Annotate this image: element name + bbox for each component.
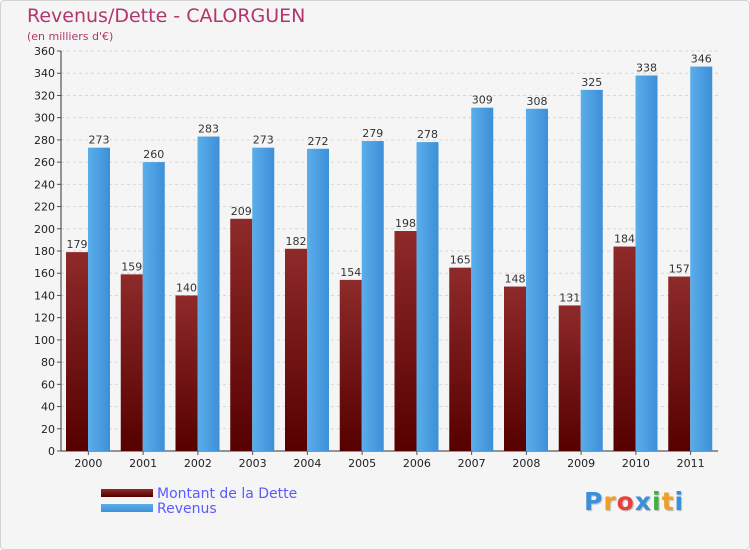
bar-revenus [307, 148, 329, 451]
chart-subtitle: (en milliers d'€) [27, 30, 114, 43]
value-label-dette: 198 [395, 217, 416, 230]
y-tick-label: 300 [34, 112, 55, 125]
y-tick-label: 140 [34, 289, 55, 302]
bar-dette [230, 218, 253, 451]
value-label-revenus: 346 [691, 53, 712, 66]
y-tick-label: 40 [41, 401, 55, 414]
value-label-dette: 159 [121, 260, 142, 273]
value-label-revenus: 338 [636, 61, 657, 74]
x-tick-label: 2003 [239, 457, 267, 470]
logo-letter: i [652, 487, 662, 516]
value-label-revenus: 279 [362, 127, 383, 140]
bar-dette [613, 246, 636, 451]
bar-dette [175, 295, 198, 451]
bar-revenus [580, 89, 603, 451]
legend-label-dette: Montant de la Dette [157, 486, 298, 502]
y-tick-label: 0 [48, 445, 55, 458]
value-label-dette: 157 [669, 263, 690, 276]
y-tick-label: 220 [34, 201, 55, 214]
value-label-revenus: 278 [417, 128, 438, 141]
value-label-dette: 179 [67, 238, 88, 251]
x-tick-label: 2000 [74, 457, 102, 470]
value-label-revenus: 260 [143, 148, 164, 161]
bar-dette [394, 231, 417, 451]
legend-swatch-revenus [101, 504, 153, 512]
bar-revenus [471, 107, 494, 452]
y-tick-label: 80 [41, 356, 55, 369]
y-tick-label: 180 [34, 245, 55, 258]
legend-swatch-dette [101, 489, 153, 497]
bar-revenus [635, 75, 658, 451]
value-label-dette: 148 [505, 273, 526, 286]
bar-revenus [88, 147, 110, 451]
value-label-revenus: 325 [581, 76, 602, 89]
value-label-dette: 131 [559, 291, 580, 304]
y-tick-label: 320 [34, 89, 55, 102]
value-label-revenus: 309 [472, 94, 493, 107]
bar-revenus [416, 142, 439, 451]
value-label-dette: 154 [340, 266, 361, 279]
bar-dette [504, 286, 526, 451]
value-label-revenus: 273 [89, 134, 110, 147]
proxiti-logo: Proxiti [584, 487, 684, 516]
bar-dette [558, 305, 581, 451]
x-tick-label: 2009 [567, 457, 595, 470]
chart-title: Revenus/Dette - CALORGUEN [27, 5, 306, 27]
value-label-revenus: 283 [198, 123, 219, 136]
y-tick-label: 100 [34, 334, 55, 347]
y-tick-label: 60 [41, 378, 55, 391]
y-tick-label: 340 [34, 67, 55, 80]
value-label-dette: 182 [286, 235, 307, 248]
x-tick-label: 2007 [458, 457, 486, 470]
x-tick-label: 2001 [129, 457, 157, 470]
y-tick-label: 280 [34, 134, 55, 147]
value-label-revenus: 272 [308, 135, 329, 148]
y-tick-label: 160 [34, 267, 55, 280]
value-label-revenus: 308 [527, 95, 548, 108]
bar-dette [66, 252, 88, 451]
bar-dette [339, 279, 362, 451]
logo-letter: i [674, 487, 685, 516]
legend-label-revenus: Revenus [157, 501, 217, 517]
bar-revenus [252, 147, 275, 451]
value-label-dette: 184 [614, 233, 635, 246]
value-label-revenus: 273 [253, 134, 274, 147]
value-label-dette: 209 [231, 205, 252, 218]
y-tick-label: 120 [34, 312, 55, 325]
x-tick-label: 2011 [677, 457, 705, 470]
bar-dette [120, 274, 143, 451]
value-label-dette: 140 [176, 281, 197, 294]
y-tick-label: 260 [34, 156, 55, 169]
x-tick-label: 2004 [293, 457, 321, 470]
x-tick-label: 2010 [622, 457, 650, 470]
logo-letter: P [584, 487, 604, 516]
value-label-dette: 165 [450, 254, 471, 267]
bar-dette [668, 276, 691, 451]
bar-dette [449, 267, 472, 451]
bar-revenus [197, 136, 220, 452]
y-tick-label: 20 [41, 423, 55, 436]
x-tick-label: 2008 [512, 457, 540, 470]
bar-revenus [361, 141, 384, 451]
y-tick-label: 200 [34, 223, 55, 236]
x-tick-label: 2005 [348, 457, 376, 470]
logo-letter: r [603, 487, 617, 516]
y-tick-label: 360 [34, 45, 55, 58]
x-tick-label: 2002 [184, 457, 212, 470]
bar-revenus [526, 108, 548, 452]
bar-revenus [690, 66, 713, 452]
logo-letter: o [616, 487, 635, 516]
x-tick-label: 2006 [403, 457, 431, 470]
y-tick-label: 240 [34, 178, 55, 191]
logo-letter: t [661, 487, 675, 516]
bar-dette [285, 248, 307, 451]
bar-revenus [142, 162, 165, 451]
logo-letter: x [634, 487, 652, 516]
